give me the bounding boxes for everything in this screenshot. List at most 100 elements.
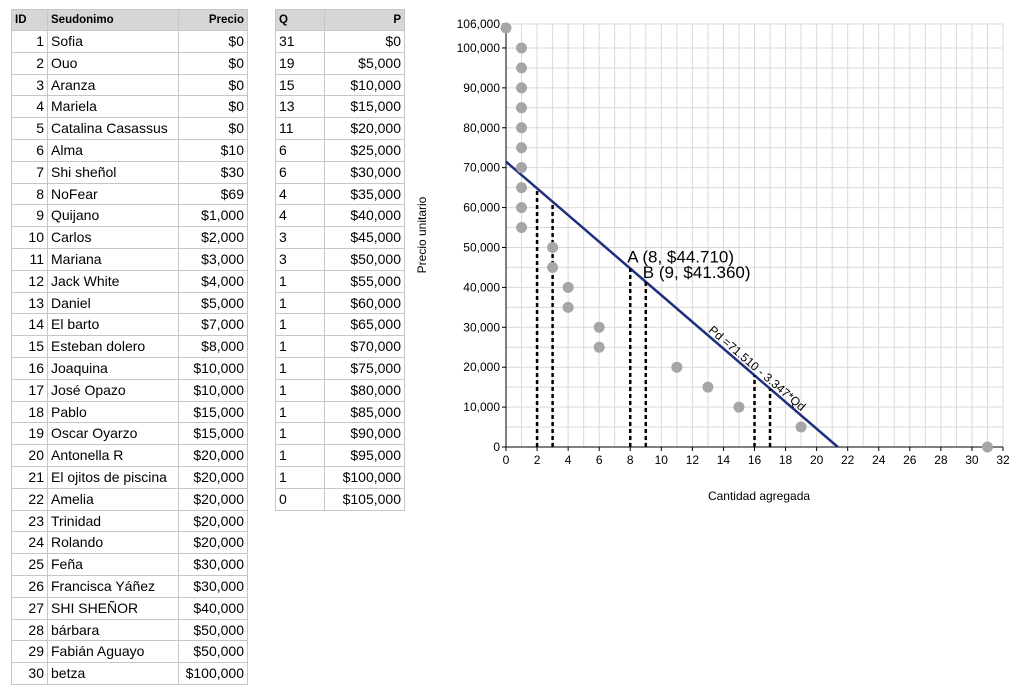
table-row: 21 El ojitos de piscina $20,000 bbox=[11, 465, 248, 489]
scatter-point bbox=[671, 361, 683, 373]
cell-precio: $0 bbox=[178, 51, 248, 75]
table-row: 15 $10,000 bbox=[275, 73, 405, 97]
demand-table-header: Q P bbox=[275, 9, 405, 31]
table-row: 22 Amelia $20,000 bbox=[11, 487, 248, 511]
table-row: 1 $65,000 bbox=[275, 313, 405, 337]
cell-q: 19 bbox=[275, 51, 325, 75]
scatter-point bbox=[516, 222, 528, 234]
cell-p: $35,000 bbox=[324, 182, 405, 206]
point-annotation: B (9, $41.360) bbox=[643, 263, 751, 282]
cell-q: 31 bbox=[275, 30, 325, 53]
cell-p: $75,000 bbox=[324, 356, 405, 380]
table-row: 12 Jack White $4,000 bbox=[11, 269, 248, 293]
table-row: 4 $35,000 bbox=[275, 182, 405, 206]
x-tick-label: 18 bbox=[779, 453, 793, 467]
y-tick-label: 10,000 bbox=[463, 400, 500, 414]
cell-precio: $0 bbox=[178, 95, 248, 119]
scatter-point bbox=[547, 261, 559, 273]
scatter-point bbox=[516, 82, 528, 94]
scatter-point bbox=[593, 321, 605, 333]
cell-seudonimo: NoFear bbox=[47, 182, 179, 206]
cell-id: 27 bbox=[11, 596, 48, 620]
cell-seudonimo: SHI SHEÑOR bbox=[47, 596, 179, 620]
table-row: 1 $90,000 bbox=[275, 422, 405, 446]
header-seudonimo: Seudonimo bbox=[47, 9, 179, 31]
cell-p: $95,000 bbox=[324, 444, 405, 467]
scatter-point bbox=[516, 182, 528, 194]
scatter-point bbox=[516, 122, 528, 134]
scatter-point bbox=[516, 102, 528, 114]
cell-precio: $8,000 bbox=[178, 335, 248, 358]
table-row: 30 betza $100,000 bbox=[11, 662, 248, 685]
table-row: 23 Trinidad $20,000 bbox=[11, 509, 248, 533]
table-row: 27 SHI SHEÑOR $40,000 bbox=[11, 596, 248, 620]
x-tick-label: 32 bbox=[996, 453, 1010, 467]
x-tick-label: 16 bbox=[748, 453, 762, 467]
cell-seudonimo: Ouo bbox=[47, 51, 179, 75]
cell-precio: $100,000 bbox=[178, 662, 248, 685]
demand-line-label: Pd =71.510 - 3.347*Qd bbox=[706, 323, 808, 414]
cell-precio: $30 bbox=[178, 160, 248, 184]
cell-seudonimo: Oscar Oyarzo bbox=[47, 422, 179, 446]
y-tick-label: 80,000 bbox=[463, 121, 500, 135]
scatter-point bbox=[702, 381, 714, 393]
table-row: 7 Shi sheñol $30 bbox=[11, 160, 248, 184]
table-row: 13 Daniel $5,000 bbox=[11, 291, 248, 315]
table-row: 4 $40,000 bbox=[275, 204, 405, 228]
scatter-point bbox=[593, 341, 605, 353]
cell-p: $105,000 bbox=[324, 487, 405, 511]
cell-p: $80,000 bbox=[324, 378, 405, 402]
x-tick-label: 6 bbox=[596, 453, 603, 467]
x-tick-label: 26 bbox=[903, 453, 917, 467]
demand-table: Q P 31 $0 19 $5,000 15 $10,000 13 $15,000 11 $20,… bbox=[275, 9, 405, 511]
y-tick-label: 100,000 bbox=[457, 41, 501, 55]
cell-precio: $0 bbox=[178, 73, 248, 97]
x-tick-label: 12 bbox=[686, 453, 700, 467]
scatter-point bbox=[733, 401, 745, 413]
x-tick-label: 10 bbox=[655, 453, 669, 467]
table-row: 1 $100,000 bbox=[275, 465, 405, 489]
cell-seudonimo: Antonella R bbox=[47, 444, 179, 467]
scatter-point bbox=[516, 162, 528, 174]
cell-precio: $20,000 bbox=[178, 509, 248, 533]
cell-seudonimo: Esteban dolero bbox=[47, 335, 179, 358]
cell-p: $10,000 bbox=[324, 73, 405, 97]
cell-seudonimo: Mariela bbox=[47, 95, 179, 119]
scatter-point bbox=[516, 142, 528, 154]
header-p: P bbox=[324, 9, 405, 31]
demand-line bbox=[505, 160, 839, 448]
table-row: 31 $0 bbox=[275, 30, 405, 53]
y-tick-label: 30,000 bbox=[463, 320, 500, 334]
scatter-point bbox=[516, 202, 528, 214]
cell-id: 17 bbox=[11, 378, 48, 402]
cell-seudonimo: Rolando bbox=[47, 531, 179, 555]
cell-q: 0 bbox=[275, 487, 325, 511]
cell-precio: $20,000 bbox=[178, 465, 248, 489]
cell-precio: $40,000 bbox=[178, 596, 248, 620]
scatter-point bbox=[516, 62, 528, 74]
x-tick-label: 2 bbox=[534, 453, 541, 467]
table-row: 11 Mariana $3,000 bbox=[11, 247, 248, 271]
y-tick-label: 20,000 bbox=[463, 360, 500, 374]
cell-precio: $10,000 bbox=[178, 378, 248, 402]
cell-id: 21 bbox=[11, 465, 48, 489]
table-row: 6 $25,000 bbox=[275, 138, 405, 162]
cell-id: 22 bbox=[11, 487, 48, 511]
scatter-point bbox=[500, 22, 512, 34]
table-row: 3 $50,000 bbox=[275, 247, 405, 271]
cell-seudonimo: Pablo bbox=[47, 400, 179, 424]
cell-id: 14 bbox=[11, 313, 48, 337]
x-tick-label: 0 bbox=[503, 453, 510, 467]
x-tick-label: 20 bbox=[810, 453, 824, 467]
table-row: 0 $105,000 bbox=[275, 487, 405, 511]
table-row: 19 Oscar Oyarzo $15,000 bbox=[11, 422, 248, 446]
cell-precio: $4,000 bbox=[178, 269, 248, 293]
cell-precio: $20,000 bbox=[178, 487, 248, 511]
x-tick-label: 30 bbox=[965, 453, 979, 467]
cell-id: 19 bbox=[11, 422, 48, 446]
cell-id: 16 bbox=[11, 356, 48, 380]
table-row: 4 Mariela $0 bbox=[11, 95, 248, 119]
cell-p: $30,000 bbox=[324, 160, 405, 184]
y-tick-label: 70,000 bbox=[463, 161, 500, 175]
x-tick-label: 4 bbox=[565, 453, 572, 467]
